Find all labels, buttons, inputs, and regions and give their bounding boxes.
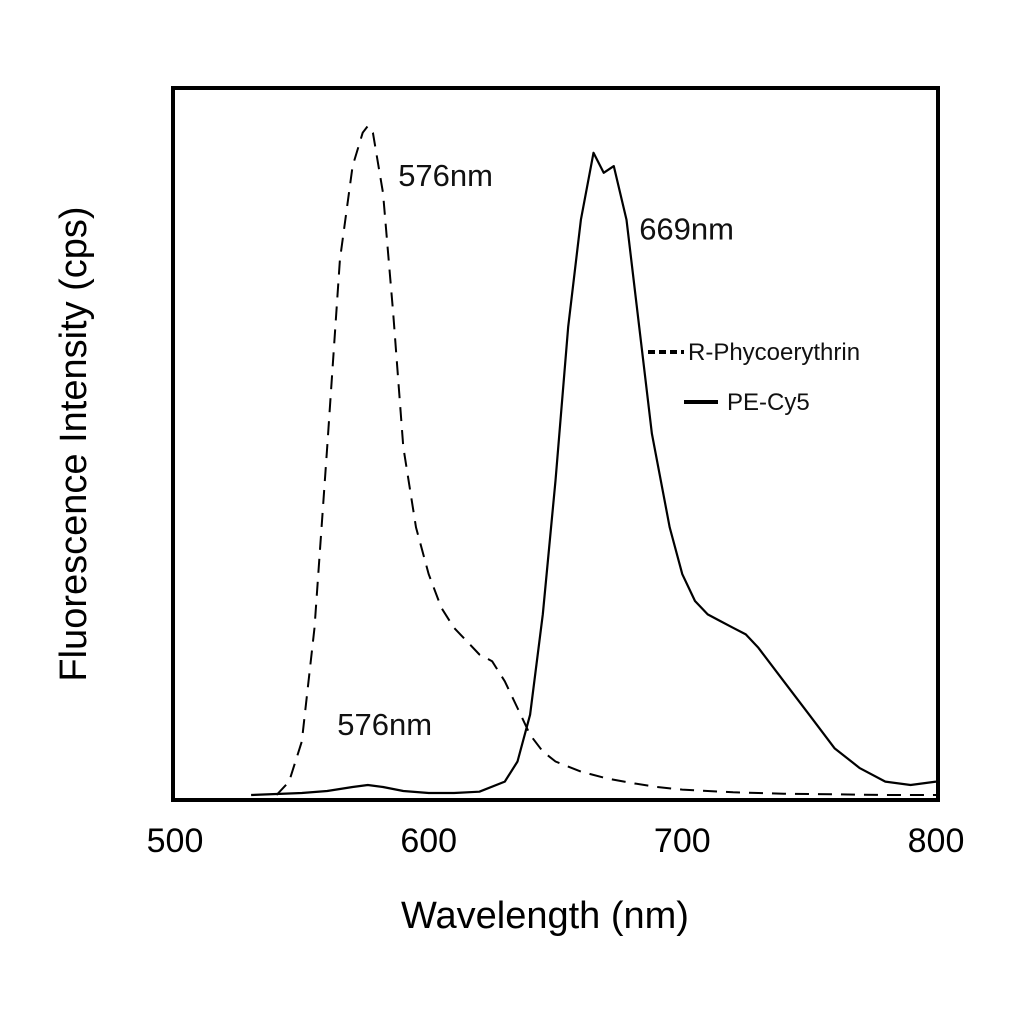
x-tick-label-600: 600 — [400, 822, 457, 860]
peak-annotation-1: 669nm — [639, 212, 734, 247]
peak-annotation-2: 576nm — [337, 707, 432, 742]
x-axis-label: Wavelength (nm) — [401, 895, 689, 937]
legend: R-Phycoerythrin PE-Cy5 — [648, 339, 860, 416]
series-layer — [251, 125, 937, 797]
x-tick-label-500: 500 — [147, 822, 204, 860]
x-tick-label-800: 800 — [908, 822, 965, 860]
legend-label-pe-cy5: PE-Cy5 — [727, 389, 810, 416]
y-axis-label: Fluorescence Intensity (cps) — [53, 206, 95, 681]
plot-frame — [171, 86, 940, 802]
series-line-pe-cy5 — [251, 151, 937, 797]
annotation-layer: 576nm 669nm 576nm — [337, 158, 734, 742]
peak-annotation-0: 576nm — [398, 158, 493, 193]
series-line-r-phycoerythrin — [275, 125, 936, 796]
legend-label-r-phycoerythrin: R-Phycoerythrin — [688, 339, 860, 366]
x-tick-layer: 500 600 700 800 — [147, 822, 965, 860]
x-tick-label-700: 700 — [654, 822, 711, 860]
